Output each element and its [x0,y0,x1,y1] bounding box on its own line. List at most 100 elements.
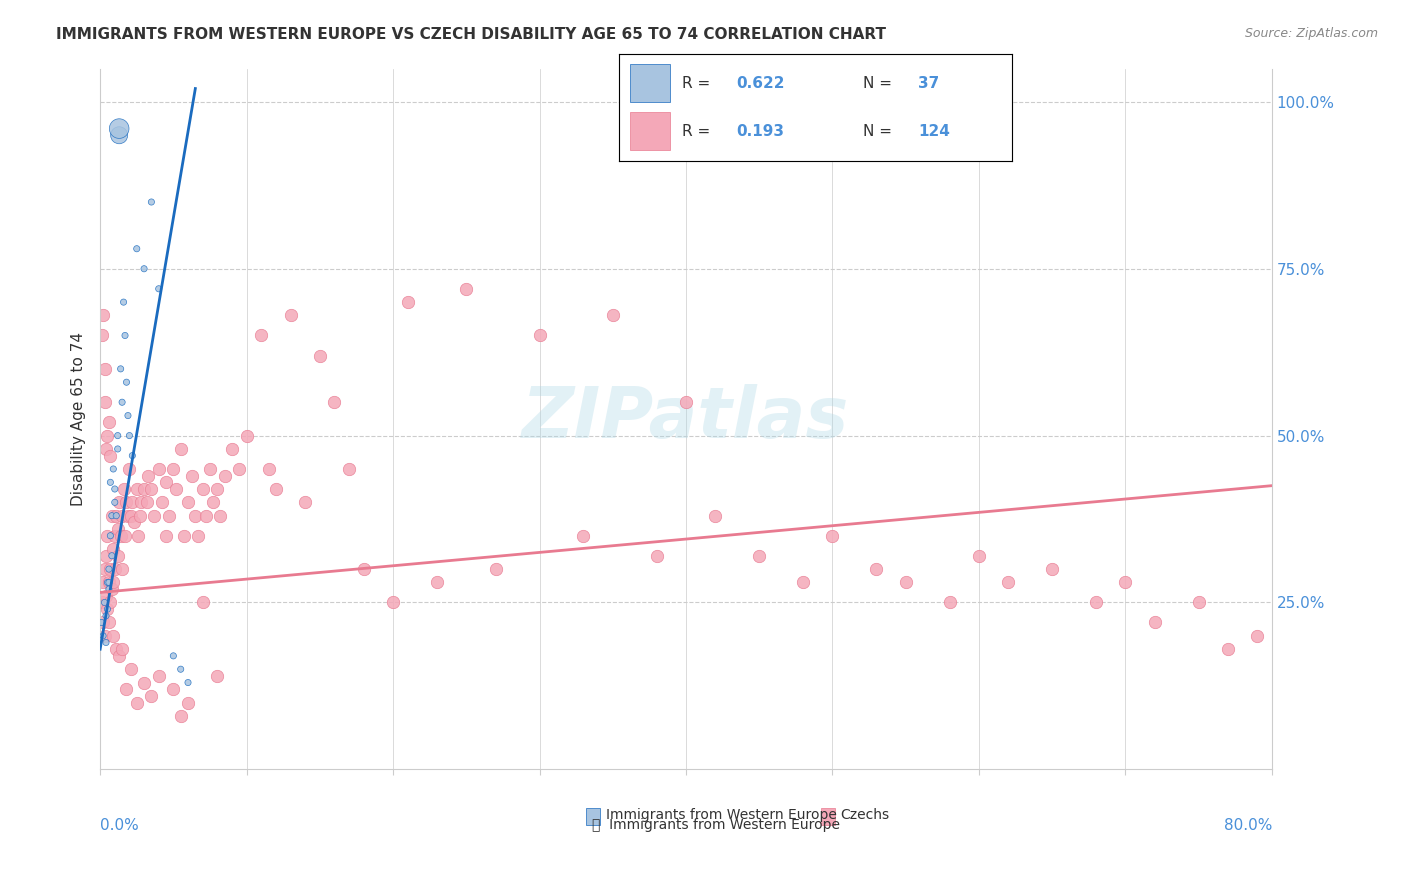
Point [127,529,149,543]
Point [250,328,273,343]
Point [426,575,449,590]
Point [396,295,419,310]
Point [181,468,204,483]
Point [103,575,125,590]
Point [93,629,115,643]
Point [1246,629,1268,643]
Point [117,508,139,523]
Point [111,395,134,409]
Point [104,495,127,509]
Point [214,468,236,483]
Point [117,409,139,423]
Point [294,495,316,509]
Point [107,442,129,456]
Point [93,562,115,576]
Point [187,529,209,543]
Point [572,529,595,543]
Bar [586,808,600,825]
Point [101,582,124,596]
Point [1216,642,1239,657]
Point [121,449,143,463]
Point [143,508,166,523]
Point [938,595,960,609]
Text: 0.193: 0.193 [737,124,785,139]
Point [704,508,727,523]
Point [110,529,132,543]
Point [138,468,160,483]
Point [114,328,136,343]
Point [967,549,990,563]
Point [91,575,114,590]
Point [207,669,229,683]
Point [150,495,173,509]
Point [865,562,887,576]
Point [170,442,193,456]
Point [675,395,697,409]
Point [148,282,170,296]
Point [91,615,114,630]
Text: R =: R = [682,76,714,91]
Point [94,442,117,456]
Point [100,449,122,463]
Y-axis label: Disability Age 65 to 74: Disability Age 65 to 74 [72,332,86,506]
Text: 80.0%: 80.0% [1223,818,1272,833]
Text: 0.0%: 0.0% [100,818,139,833]
Point [97,582,120,596]
Point [110,362,132,376]
Point [97,575,120,590]
Point [157,508,180,523]
Point [93,595,115,609]
Text: N =: N = [863,76,897,91]
Point [111,508,134,523]
Point [104,562,127,576]
Point [101,508,124,523]
Point [484,562,506,576]
Point [94,589,117,603]
Point [191,482,214,496]
Point [101,508,124,523]
Point [96,529,118,543]
Point [111,642,134,657]
FancyBboxPatch shape [630,112,669,150]
Point [107,522,129,536]
Point [132,261,155,276]
Point [100,595,122,609]
Point [177,675,200,690]
Point [108,128,131,143]
Point [97,615,120,630]
Point [198,462,221,476]
Text: N =: N = [863,124,897,139]
Point [209,508,232,523]
Point [122,516,145,530]
Point [93,362,115,376]
Point [141,194,163,209]
Point [94,549,117,563]
Point [235,428,257,442]
Point [125,242,148,256]
Point [125,696,148,710]
Point [1114,575,1136,590]
Point [103,462,125,476]
Point [201,495,224,509]
Point [103,542,125,557]
Point [136,495,159,509]
Text: ZIPatlas: ZIPatlas [522,384,849,453]
Text: ⬜  Immigrants from Western Europe: ⬜ Immigrants from Western Europe [592,818,841,832]
Point [90,615,112,630]
Point [97,562,120,576]
Point [115,495,138,509]
Point [111,562,134,576]
Point [96,575,118,590]
Point [103,629,125,643]
Point [100,562,122,576]
Point [105,508,128,523]
Point [90,328,112,343]
Point [997,575,1019,590]
Point [323,395,346,409]
Text: 37: 37 [918,76,939,91]
Point [155,529,177,543]
Bar [821,808,835,825]
Point [107,549,129,563]
Point [120,508,142,523]
Text: 0.622: 0.622 [737,76,785,91]
